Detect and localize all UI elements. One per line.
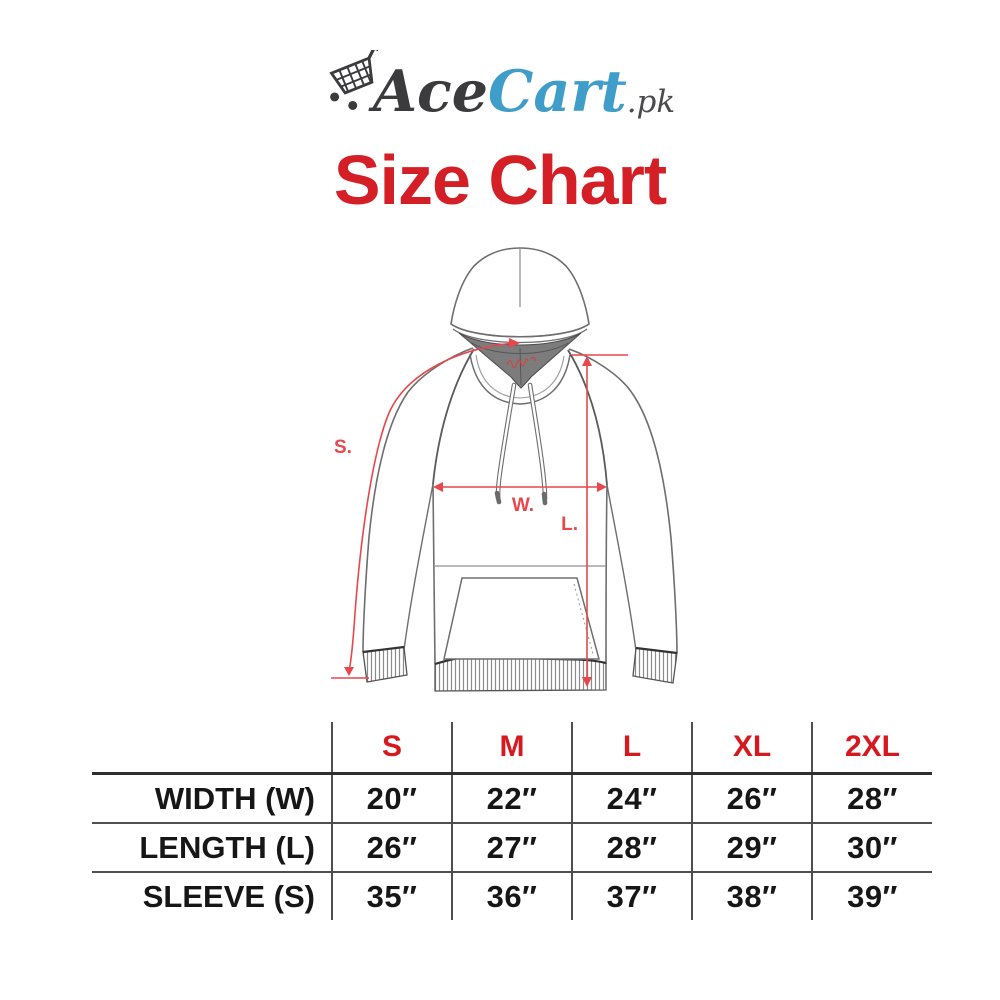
hoodie-drawstrings (494, 382, 548, 506)
brand-name-part1: Ace (372, 58, 489, 125)
size-value-cell: 29″ (691, 823, 812, 873)
length-measure-label: L. (561, 514, 578, 535)
size-table-header-row: S M L XL 2XL (92, 722, 932, 775)
collar-brand-mark (506, 356, 536, 369)
table-row-width: WIDTH (W) 20″ 22″ 24″ 26″ 28″ (92, 773, 932, 824)
brand-name-part2: Cart (488, 58, 627, 125)
size-column-header: 2XL (811, 722, 932, 775)
size-value-cell: 20″ (331, 773, 452, 824)
measurement-arrowheads (344, 338, 607, 687)
brand-logo: Ace Cart .pk (0, 40, 1000, 120)
table-row-sleeve: SLEEVE (S) 35″ 36″ 37″ 38″ 39″ (92, 872, 932, 920)
hoodie-hood (450, 247, 590, 389)
size-column-header: S (331, 722, 452, 775)
hoodie-sleeves (362, 391, 678, 654)
measurement-annotations (331, 342, 628, 684)
size-value-cell: 37″ (571, 872, 692, 920)
cart-wheel-icon (348, 100, 358, 110)
hoodie-pocket (443, 577, 600, 660)
shopping-cart-icon (329, 50, 379, 110)
measurement-row-label: LENGTH (L) (92, 823, 332, 873)
brand-suffix: .pk (626, 84, 676, 120)
table-row-length: LENGTH (L) 26″ 27″ 28″ 29″ 30″ (92, 823, 932, 873)
size-table-corner-cell (92, 722, 332, 775)
size-value-cell: 39″ (811, 872, 932, 920)
hoodie-cuffs (362, 645, 678, 684)
cart-wheel-icon (329, 92, 339, 102)
sleeve-measure-line (348, 342, 516, 672)
size-table: S M L XL 2XL WIDTH (W) 20″ 22″ 24″ 26″ 2… (92, 722, 932, 920)
size-value-cell: 36″ (451, 872, 572, 920)
size-value-cell: 28″ (571, 823, 692, 873)
page-title: Size Chart (333, 141, 667, 219)
sleeve-measure-label: S. (334, 437, 352, 458)
size-column-header: L (571, 722, 692, 775)
hoodie-body (407, 347, 633, 665)
measurement-row-label: SLEEVE (S) (142, 878, 315, 914)
size-value-cell: 26″ (691, 773, 812, 824)
size-value-cell: 27″ (451, 823, 572, 873)
size-value-cell: 22″ (451, 773, 572, 824)
size-column-header: M (451, 722, 572, 775)
size-value-cell: 26″ (331, 823, 452, 873)
hoodie-measurement-diagram: S. W. L. (331, 247, 678, 692)
size-value-cell: 24″ (571, 773, 692, 824)
hoodie-hem (434, 654, 607, 692)
measurement-row-label: WIDTH (W) (92, 773, 332, 824)
size-value-cell: 28″ (811, 773, 932, 824)
width-measure-label: W. (512, 495, 534, 516)
size-column-header: XL (691, 722, 812, 775)
size-value-cell: 30″ (811, 823, 932, 873)
size-value-cell: 38″ (691, 872, 812, 920)
size-value-cell: 35″ (331, 872, 452, 920)
